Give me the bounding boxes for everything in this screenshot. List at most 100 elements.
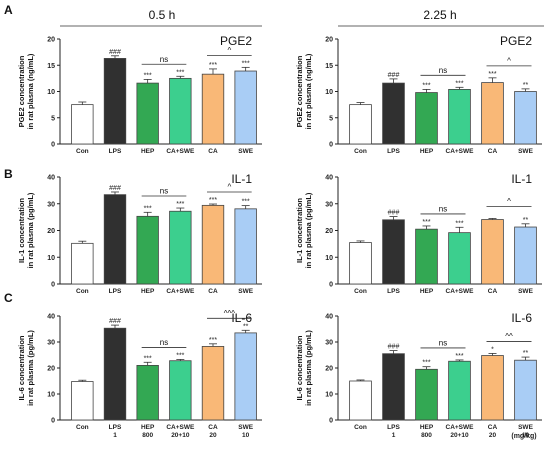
chart-title: PGE2 — [500, 34, 532, 48]
significance-mark: *** — [242, 60, 250, 67]
x-tick-label: HEP — [141, 148, 155, 155]
x-tick-sublabel: 20+10 — [450, 432, 469, 439]
y-axis-label-line2: in rat plasma (pg/mL) — [304, 192, 313, 268]
x-tick-label: CA — [208, 148, 218, 155]
significance-mark: *** — [144, 355, 152, 362]
comparison-label: ^^ — [505, 332, 513, 341]
significance-mark: *** — [422, 82, 430, 89]
significance-mark: *** — [209, 62, 217, 69]
y-axis-label-line1: IL-1 concentration — [295, 198, 304, 263]
significance-mark: *** — [488, 71, 496, 78]
bar-lps — [382, 219, 405, 285]
row-letter-a: A — [4, 3, 13, 17]
bar-lps — [103, 194, 127, 285]
x-tick-sublabel: 1 — [113, 432, 117, 439]
bar-hep — [136, 215, 159, 285]
bar-hep — [415, 368, 438, 421]
significance-mark: *** — [176, 201, 184, 208]
comparison-label: ns — [439, 204, 447, 213]
comparison-label: ^ — [507, 197, 511, 206]
significance-mark: *** — [144, 72, 152, 79]
x-tick-sublabel: 20 — [209, 432, 217, 439]
bar-hep — [136, 82, 159, 145]
y-tick-label: 15 — [325, 63, 333, 70]
y-axis-label-line2: in rat plasma (pg/mL) — [26, 192, 35, 268]
time-label-left: 0.5 h — [149, 8, 176, 22]
bar-ca — [481, 82, 504, 145]
significance-mark: *** — [455, 353, 463, 360]
y-tick-label: 20 — [325, 228, 333, 235]
x-tick-label: CA+SWE — [166, 148, 195, 155]
y-tick-label: 5 — [51, 115, 55, 122]
chart-panel-c-left: 0 10 20 30 40 IL-6 concentrationin rat plasma… — [17, 309, 262, 439]
bar-swe — [234, 332, 257, 421]
y-tick-label: 40 — [325, 314, 333, 321]
significance-mark: ** — [523, 82, 529, 89]
bar-con — [71, 104, 94, 145]
chart-title: IL-1 — [231, 172, 252, 186]
bar-hep — [136, 364, 159, 421]
chart-panel-b-right: 0 10 20 30 40 IL-1 concentrationin rat plasma… — [295, 172, 542, 295]
x-tick-sublabel: 20 — [489, 432, 497, 439]
y-tick-label: 20 — [325, 366, 333, 373]
row-letter-b: B — [4, 167, 13, 181]
significance-mark: ### — [388, 210, 400, 217]
significance-mark: *** — [422, 360, 430, 367]
y-tick-label: 10 — [325, 392, 333, 399]
significance-mark: ### — [109, 49, 121, 56]
chart-title: IL-6 — [511, 311, 532, 325]
bar-ca — [201, 73, 225, 145]
y-axis-label-line1: PGE2 concentration — [295, 55, 304, 127]
x-tick-label: SWE — [238, 424, 253, 431]
bar-hep — [415, 92, 438, 145]
y-axis-label-line2: in rat plasma (ng/mL) — [26, 53, 35, 129]
x-tick-label: SWE — [518, 424, 533, 431]
significance-mark: ### — [109, 185, 121, 192]
x-tick-label: LPS — [109, 148, 122, 155]
bar-con — [71, 381, 94, 421]
x-tick-label: CA — [208, 288, 218, 295]
significance-mark: ** — [523, 350, 529, 357]
bar-con — [349, 242, 372, 285]
significance-mark: ### — [388, 344, 400, 351]
bar-ca-swe — [448, 232, 471, 285]
y-tick-label: 10 — [47, 89, 55, 96]
significance-mark: ### — [388, 72, 400, 79]
x-tick-label: CA+SWE — [166, 424, 195, 431]
chart-panel-b-left: 0 10 20 30 40 IL-1 concentrationin rat plasma… — [17, 172, 262, 295]
bar-con — [71, 242, 94, 285]
x-tick-label: LPS — [109, 424, 122, 431]
x-tick-label: CA+SWE — [446, 148, 475, 155]
x-tick-label: CA — [488, 424, 498, 431]
comparison-label: ns — [439, 66, 447, 75]
bar-con — [349, 380, 372, 421]
significance-mark: ** — [243, 323, 249, 330]
y-axis-label: IL-1 concentrationin rat plasma (pg/mL) — [295, 192, 313, 268]
bar-ca-swe — [169, 360, 192, 421]
y-tick-label: 15 — [47, 63, 55, 70]
bar-ca-swe — [448, 89, 471, 145]
x-tick-label: SWE — [518, 148, 533, 155]
significance-mark: *** — [242, 199, 250, 206]
x-tick-label: HEP — [420, 288, 434, 295]
y-tick-label: 20 — [47, 366, 55, 373]
x-tick-label: SWE — [518, 288, 533, 295]
bar-ca-swe — [169, 77, 192, 145]
y-tick-label: 40 — [325, 175, 333, 182]
y-tick-label: 10 — [47, 255, 55, 262]
y-tick-label: 5 — [329, 115, 333, 122]
y-tick-label: 20 — [47, 37, 55, 44]
y-tick-label: 30 — [47, 201, 55, 208]
x-tick-sublabel: 10 — [522, 432, 530, 439]
bar-swe — [514, 226, 537, 285]
comparison-label: ^ — [507, 56, 511, 65]
significance-mark: *** — [144, 205, 152, 212]
bar-lps — [103, 58, 127, 145]
y-tick-label: 0 — [329, 418, 333, 425]
bar-swe — [514, 359, 537, 421]
y-tick-label: 30 — [47, 340, 55, 347]
bar-ca — [481, 219, 504, 285]
